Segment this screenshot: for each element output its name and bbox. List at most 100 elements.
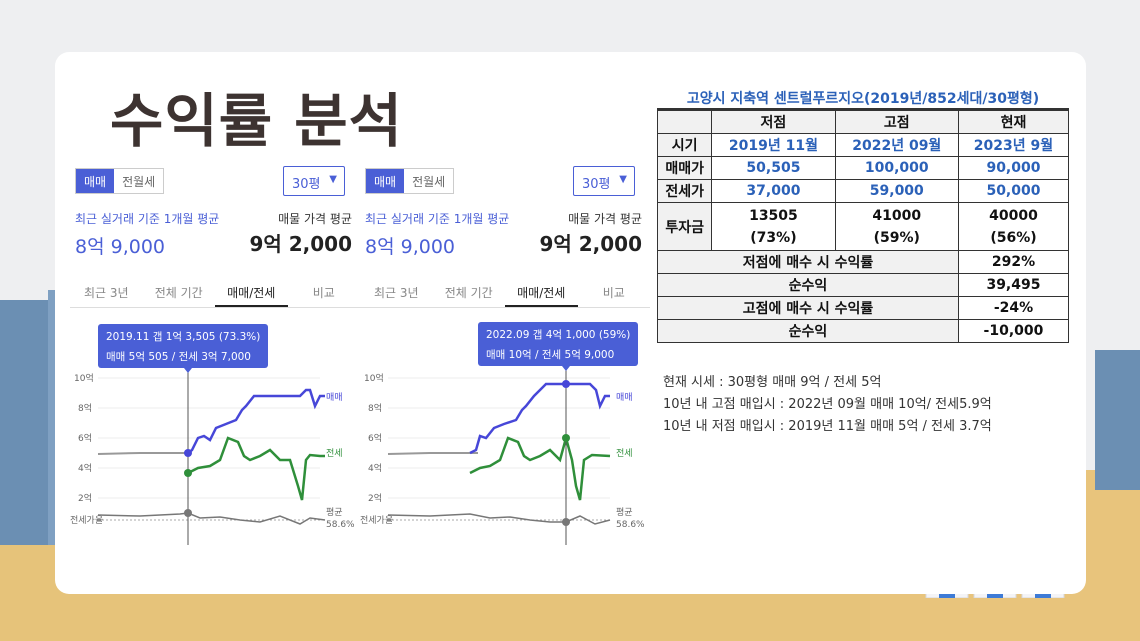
header-cell: 현재 — [957, 110, 1070, 134]
summary-label: 순수익 — [657, 319, 959, 343]
y-tick: 6억 — [78, 432, 92, 444]
note-line: 현재 시세 : 30평형 매매 9억 / 전세 5억 — [663, 375, 882, 390]
ask-label: 매물 가격 평균 — [278, 212, 352, 226]
pyeong-select[interactable]: 30평 ▼ — [573, 166, 635, 196]
table-cell: 50,000 — [957, 179, 1070, 203]
note-line: 10년 내 저점 매입시 : 2019년 11월 매매 5억 / 전세 3.7억 — [663, 419, 992, 434]
jeonse-line — [187, 436, 325, 501]
period-tabs: 최근 3년 전체 기간 매매/전세 비교 — [70, 278, 360, 308]
table-cell: 40000 (56%) — [957, 202, 1070, 251]
table-cell: 59,000 — [834, 179, 959, 203]
table-cell: 41000 (59%) — [834, 202, 959, 251]
ask-label: 매물 가격 평균 — [568, 212, 642, 226]
tooltip-line-1: 2019.11 갭 1억 3,505 (73.3%) — [106, 331, 260, 343]
y-tick: 8억 — [368, 402, 382, 414]
pyeong-value: 30평 — [582, 177, 611, 192]
tab-sale-jeonse[interactable]: 매매/전세 — [505, 278, 578, 307]
summary-label: 순수익 — [657, 273, 959, 297]
tab-all-period[interactable]: 전체 기간 — [154, 286, 203, 300]
table-cell: 50,505 — [711, 156, 836, 180]
table-title: 고양시 지축역 센트럴푸르지오(2019년/852세대/30평형) — [657, 88, 1069, 110]
table-cell: 100,000 — [834, 156, 959, 180]
series-label-sale: 매매 — [326, 392, 343, 403]
yield-table: 고양시 지축역 센트럴푸르지오(2019년/852세대/30평형) 저점 고점 … — [656, 88, 1070, 343]
ratio-label: 전세가율 — [70, 515, 103, 526]
tab-recent-3y[interactable]: 최근 3년 — [373, 286, 419, 300]
chevron-down-icon: ▼ — [619, 174, 627, 185]
background-building-right — [1095, 350, 1140, 490]
avg-pct: 58.6% — [326, 520, 355, 530]
avg-pct: 58.6% — [616, 520, 645, 530]
table-cell: 2022년 09월 — [834, 133, 959, 157]
row-label: 투자금 — [656, 202, 713, 251]
tab-rent[interactable]: 전월세 — [412, 175, 446, 189]
summary-value: -24% — [957, 296, 1070, 320]
ratio-point — [184, 509, 192, 517]
tooltip-box — [478, 322, 638, 366]
jeonse-ratio-line — [97, 512, 326, 525]
avg-label-2: 평균 — [326, 507, 343, 518]
tooltip-line-2: 매매 10억 / 전세 5억 9,000 — [486, 349, 614, 361]
tab-compare[interactable]: 비교 — [602, 286, 625, 300]
sale-line — [187, 388, 325, 454]
jeonse-ratio-line — [387, 513, 611, 525]
period-tabs: 최근 3년 전체 기간 매매/전세 비교 — [360, 278, 650, 308]
sale-line — [469, 382, 610, 455]
y-tick: 8억 — [78, 402, 92, 414]
note-line: 10년 내 고점 매입시 : 2022년 09월 매매 10억/ 전세5.9억 — [663, 397, 992, 412]
pyeong-select[interactable]: 30평 ▼ — [283, 166, 345, 196]
trade-type-toggle: 매매 전월세 — [365, 168, 455, 194]
slide-card: 수익률 분석 매매 전월세 30평 ▼ 최근 실거래 기준 1개월 평균 매물 … — [55, 52, 1086, 594]
row-label: 전세가 — [656, 179, 713, 203]
jeonse-point — [184, 469, 192, 477]
tab-rent[interactable]: 전월세 — [122, 175, 156, 189]
tab-sale[interactable]: 매매 — [76, 169, 115, 193]
ask-value: 9억 2,000 — [539, 232, 642, 256]
y-tick: 2억 — [78, 492, 92, 504]
chevron-down-icon: ▼ — [329, 174, 337, 185]
row-label: 시기 — [656, 133, 713, 157]
price-chart-1: 10억 8억 6억 4억 2억 전세가율 2018 2020 2022 매매 전… — [70, 324, 355, 545]
summary-label: 고점에 매수 시 수익률 — [657, 296, 959, 320]
notes: 현재 시세 : 30평형 매매 9억 / 전세 5억 10년 내 고점 매입시 … — [663, 372, 992, 438]
tooltip-line-2: 매매 5억 505 / 전세 3억 7,000 — [106, 351, 251, 363]
header-cell: 저점 — [711, 110, 836, 134]
table-cell: 37,000 — [711, 179, 836, 203]
y-tick: 2억 — [368, 492, 382, 504]
row-label: 매매가 — [656, 156, 713, 180]
summary-value: -10,000 — [957, 319, 1070, 343]
header-cell: 고점 — [834, 110, 959, 134]
tab-sale-jeonse[interactable]: 매매/전세 — [215, 278, 288, 307]
tab-compare[interactable]: 비교 — [312, 286, 335, 300]
tab-sale[interactable]: 매매 — [366, 169, 405, 193]
ask-value: 9억 2,000 — [249, 232, 352, 256]
table-cell: 2023년 9월 — [957, 133, 1070, 157]
ratio-label: 전세가율 — [360, 515, 393, 526]
header-cell — [656, 110, 713, 134]
tab-all-period[interactable]: 전체 기간 — [444, 286, 493, 300]
y-tick: 6억 — [368, 432, 382, 444]
slide-title: 수익률 분석 — [110, 87, 403, 155]
summary-label: 저점에 매수 시 수익률 — [657, 250, 959, 274]
summary-value: 292% — [957, 250, 1070, 274]
series-label-jeonse: 전세 — [326, 448, 343, 459]
jeonse-line — [469, 433, 611, 501]
series-label-sale: 매매 — [616, 392, 633, 403]
pyeong-value: 30평 — [292, 177, 321, 192]
ratio-point — [562, 518, 570, 526]
y-tick: 4억 — [78, 462, 92, 474]
background-building-left-2 — [48, 290, 56, 545]
summary-value: 39,495 — [957, 273, 1070, 297]
y-tick: 4억 — [368, 462, 382, 474]
tooltip-line-1: 2022.09 갭 4억 1,000 (59%) — [486, 329, 630, 341]
tooltip-box — [98, 324, 268, 368]
y-tick: 10억 — [74, 372, 94, 384]
price-chart-2: 10억 8억 6억 4억 2억 전세가율 2018 2020 2022 매매 전… — [360, 322, 645, 545]
trade-type-toggle: 매매 전월세 — [75, 168, 165, 194]
jeonse-point — [562, 434, 570, 442]
series-label-jeonse: 전세 — [616, 448, 633, 459]
avg-label-2: 평균 — [616, 507, 633, 518]
tab-recent-3y[interactable]: 최근 3년 — [83, 286, 129, 300]
table-cell: 13505 (73%) — [711, 202, 836, 251]
avg-value: 8억 9,000 — [365, 236, 456, 258]
